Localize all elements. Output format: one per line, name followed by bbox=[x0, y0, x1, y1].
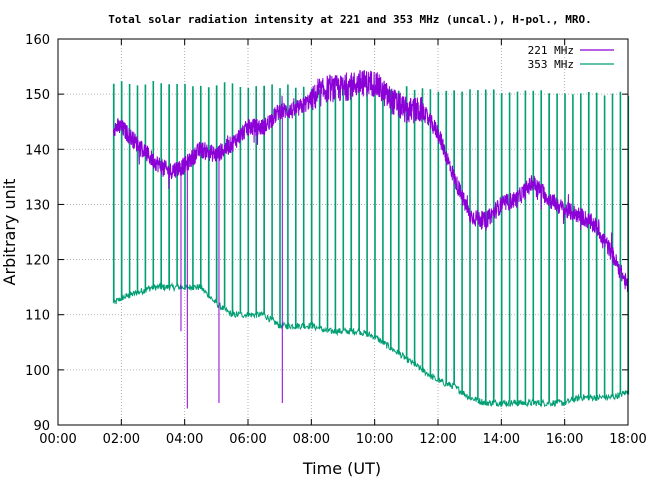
y-tick-label: 150 bbox=[25, 88, 50, 103]
legend: 221 MHz 353 MHz bbox=[528, 44, 614, 71]
line-353-mhz bbox=[112, 81, 630, 408]
x-tick-label: 04:00 bbox=[166, 432, 203, 447]
x-tick-label: 12:00 bbox=[419, 432, 456, 447]
y-tick-label: 90 bbox=[33, 419, 50, 434]
y-tick-label: 110 bbox=[25, 309, 50, 324]
x-tick-label: 00:00 bbox=[39, 432, 76, 447]
x-tick-label: 02:00 bbox=[103, 432, 140, 447]
plot-frame bbox=[57, 38, 629, 426]
x-axis-label: Time (UT) bbox=[302, 459, 381, 478]
series-353-mhz bbox=[112, 81, 630, 408]
x-axis: 00:00 02:00 04:00 06:00 08:00 10:00 12:00 14:00… bbox=[39, 39, 647, 447]
x-tick-label: 10:00 bbox=[356, 432, 393, 447]
legend-label-221: 221 MHz bbox=[528, 44, 574, 57]
y-axis: 90 100 110 120 130 140 150 160 bbox=[25, 33, 628, 434]
y-tick-label: 100 bbox=[25, 364, 50, 379]
line-221-mhz bbox=[112, 69, 629, 293]
x-tick-label: 16:00 bbox=[546, 432, 583, 447]
x-tick-label: 18:00 bbox=[609, 432, 646, 447]
y-tick-label: 160 bbox=[25, 33, 50, 48]
y-tick-label: 120 bbox=[25, 254, 50, 269]
series-221-mhz bbox=[112, 69, 629, 409]
x-tick-label: 08:00 bbox=[293, 432, 330, 447]
legend-label-353: 353 MHz bbox=[528, 58, 574, 71]
chart-title: Total solar radiation intensity at 221 a… bbox=[108, 13, 591, 26]
y-axis-label: Arbitrary unit bbox=[0, 179, 19, 286]
y-tick-label: 140 bbox=[25, 143, 50, 158]
y-tick-label: 130 bbox=[25, 198, 50, 213]
x-tick-label: 06:00 bbox=[229, 432, 266, 447]
x-tick-label: 14:00 bbox=[483, 432, 520, 447]
